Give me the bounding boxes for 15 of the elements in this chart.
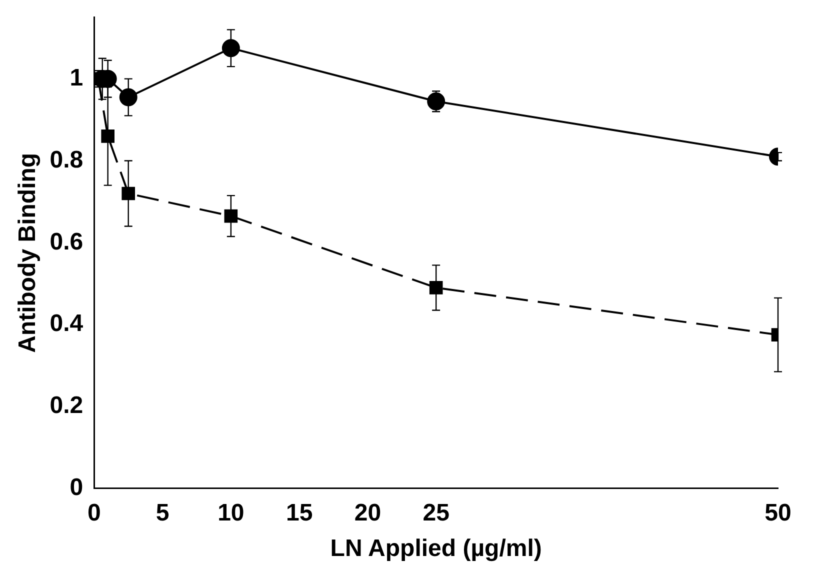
- x-tick-label: 0: [87, 499, 101, 526]
- y-tick-label: 0.4: [50, 310, 84, 338]
- x-tick-label: 5: [156, 499, 170, 526]
- y-tick-label: 0.8: [50, 146, 84, 174]
- x-axis-title: LN Applied (µg/ml): [330, 535, 542, 562]
- y-tick-label: 0: [70, 474, 84, 502]
- y-tick-label: 0.6: [50, 228, 84, 256]
- x-tick-label: 25: [422, 499, 450, 526]
- x-tick-label: 10: [218, 499, 244, 526]
- y-axis-title: Antibody Binding: [14, 152, 42, 353]
- x-tick-label: 50: [764, 499, 792, 526]
- y-tick-label: 0.2: [50, 392, 84, 420]
- y-tick-label: 1: [70, 64, 84, 92]
- x-tick-label: 15: [286, 499, 313, 526]
- x-tick-label: 20: [354, 499, 382, 526]
